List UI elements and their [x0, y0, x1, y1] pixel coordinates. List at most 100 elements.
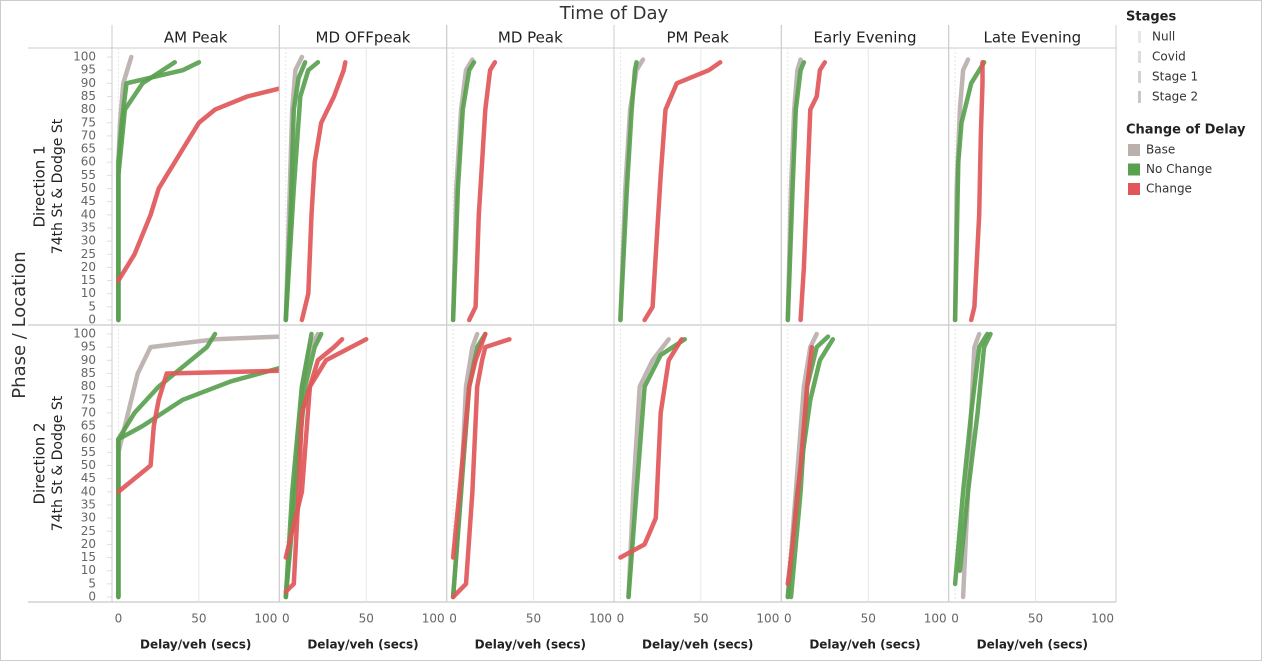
y-tick-label: 100 — [73, 50, 96, 64]
x-axis-label: Delay/veh (secs) — [977, 638, 1088, 652]
x-tick-label: 100 — [254, 612, 277, 626]
y-tick-label: 50 — [81, 458, 96, 472]
column-header: Late Evening — [983, 29, 1081, 47]
y-tick-label: 60 — [81, 155, 96, 169]
legend-swatch — [1128, 144, 1140, 156]
delay-line — [450, 60, 477, 323]
y-tick-label: 80 — [81, 379, 96, 393]
y-tick-label: 10 — [81, 286, 96, 300]
legend-title: Stages — [1126, 10, 1176, 25]
delay-line — [299, 60, 348, 323]
column-header: PM Peak — [666, 29, 729, 47]
y-tick-label: 25 — [81, 247, 96, 261]
delay-line — [785, 60, 807, 323]
y-tick-label: 65 — [81, 142, 96, 156]
legend-swatch — [1138, 71, 1141, 83]
y-tick-label: 55 — [81, 445, 96, 459]
y-tick-label: 65 — [81, 419, 96, 433]
legend-item: Stage 2 — [1152, 90, 1198, 104]
x-axis-label: Delay/veh (secs) — [140, 638, 251, 652]
legend-item: Change — [1146, 182, 1192, 196]
delay-line — [618, 337, 684, 560]
legend-swatch — [1138, 31, 1141, 43]
delay-line — [283, 60, 321, 323]
x-tick-label: 50 — [359, 612, 374, 626]
legend-swatch — [1128, 163, 1140, 176]
panel — [116, 54, 280, 323]
legend-swatch — [1138, 51, 1141, 63]
x-tick-label: 0 — [784, 612, 792, 626]
x-tick-label: 0 — [282, 612, 290, 626]
y-tick-label: 55 — [81, 168, 96, 182]
y-tick-label: 30 — [81, 234, 96, 248]
delay-line — [450, 331, 488, 560]
delay-line — [283, 337, 369, 560]
x-tick-label: 50 — [191, 612, 206, 626]
x-tick-label: 100 — [422, 612, 445, 626]
y-tick-label: 90 — [81, 76, 96, 90]
delay-line — [952, 60, 987, 323]
panel — [116, 331, 280, 600]
panel — [283, 54, 348, 323]
x-tick-label: 100 — [924, 612, 947, 626]
x-tick-label: 0 — [617, 612, 625, 626]
legend-item: No Change — [1146, 162, 1212, 176]
y-tick-label: 30 — [81, 511, 96, 525]
y-tick-label: 85 — [81, 366, 96, 380]
x-tick-label: 50 — [1028, 612, 1043, 626]
delay-line — [450, 337, 512, 600]
column-header: AM Peak — [164, 29, 228, 47]
delay-line — [116, 86, 280, 283]
panel — [952, 331, 993, 600]
legend-item: Base — [1146, 143, 1175, 157]
y-tick-label: 35 — [81, 220, 96, 234]
delay-line — [466, 60, 498, 323]
x-tick-label: 100 — [756, 612, 779, 626]
panel — [618, 57, 723, 323]
x-tick-label: 100 — [589, 612, 612, 626]
x-tick-label: 50 — [861, 612, 876, 626]
row-label: Direction 1 — [31, 145, 49, 227]
y-tick-label: 75 — [81, 392, 96, 406]
x-tick-label: 100 — [1091, 612, 1114, 626]
x-tick-label: 50 — [526, 612, 541, 626]
delay-line — [626, 337, 688, 600]
delay-line — [116, 368, 280, 495]
panel — [785, 57, 828, 323]
y-tick-label: 0 — [88, 590, 96, 604]
y-tick-label: 15 — [81, 550, 96, 564]
y-tick-label: 45 — [81, 471, 96, 485]
panel — [952, 57, 987, 323]
panel — [450, 331, 512, 600]
y-tick-label: 95 — [81, 63, 96, 77]
legend-item: Null — [1152, 30, 1175, 44]
panel — [450, 57, 498, 323]
panel — [283, 331, 369, 600]
y-tick-label: 45 — [81, 194, 96, 208]
x-tick-label: 50 — [693, 612, 708, 626]
delay-line — [785, 344, 815, 587]
legend-title: Change of Delay — [1126, 123, 1246, 138]
delay-line — [116, 365, 280, 600]
y-tick-label: 20 — [81, 260, 96, 274]
y-tick-label: 20 — [81, 537, 96, 551]
delay-line — [116, 60, 178, 323]
x-axis-label: Delay/veh (secs) — [642, 638, 753, 652]
y-tick-label: 70 — [81, 405, 96, 419]
x-axis-label: Delay/veh (secs) — [475, 638, 586, 652]
y-tick-label: 15 — [81, 273, 96, 287]
delay-line — [642, 60, 723, 323]
y-tick-label: 100 — [73, 327, 96, 341]
y-tick-label: 35 — [81, 497, 96, 511]
column-header: MD Peak — [498, 29, 563, 47]
x-tick-label: 0 — [115, 612, 123, 626]
delay-line — [283, 337, 345, 594]
y-tick-label: 25 — [81, 524, 96, 538]
y-tick-label: 80 — [81, 102, 96, 116]
legend-item: Covid — [1152, 50, 1186, 64]
y-tick-label: 90 — [81, 353, 96, 367]
y-tick-label: 70 — [81, 128, 96, 142]
legend-item: Stage 1 — [1152, 70, 1198, 84]
x-tick-label: 0 — [951, 612, 959, 626]
